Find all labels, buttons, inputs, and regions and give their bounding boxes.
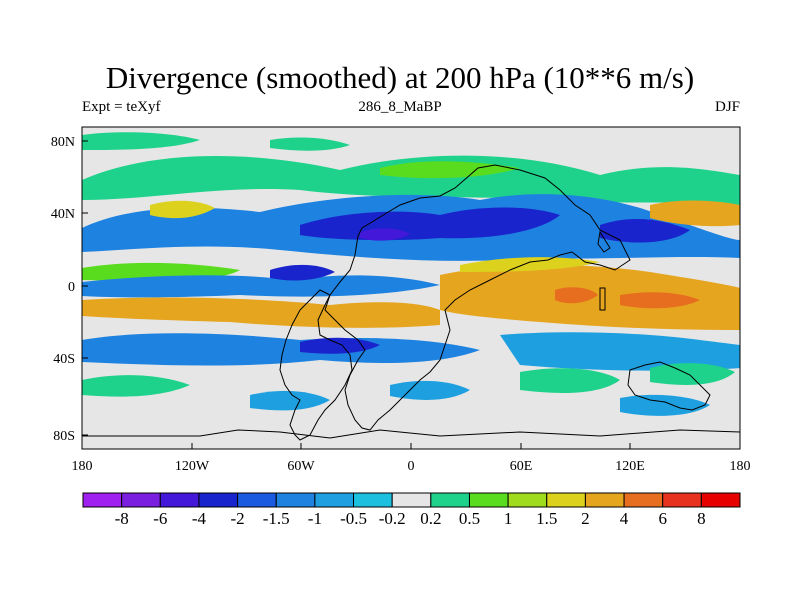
colorbar-swatch [468, 492, 509, 508]
negative-minimum-equator [270, 264, 335, 281]
x-tick-label: 120E [615, 459, 645, 474]
negative-band-south-pacific [500, 332, 740, 371]
colorbar-label: 0.5 [459, 509, 480, 528]
x-tick-label: 0 [408, 459, 415, 474]
negative-patch-south-pacific-2 [620, 394, 710, 416]
colorbar-label: 6 [658, 509, 667, 528]
x-tick-label: 180 [730, 459, 751, 474]
positive-patch-south-indian [520, 368, 620, 393]
positive-patch-south-pacific [650, 363, 735, 385]
colorbar-swatch [546, 492, 586, 508]
colorbar-label: -4 [192, 509, 207, 528]
period-label: 286_8_MaBP [358, 99, 442, 115]
colorbar-swatch [353, 492, 393, 508]
x-tick-label: 60W [287, 459, 315, 474]
season-label: DJF [714, 99, 740, 115]
colorbar-label: -1.5 [263, 509, 290, 528]
map-title: Divergence (smoothed) at 200 hPa (10**6 … [105, 60, 695, 95]
x-tick-label: 60E [510, 459, 533, 474]
negative-core-south [300, 337, 380, 354]
y-tick-label: 80S [53, 429, 75, 444]
x-tick-label: 180 [72, 459, 93, 474]
experiment-label: Expt = teXyf [82, 99, 161, 115]
map-plot-area [81, 126, 741, 450]
negative-band-south [82, 333, 480, 366]
positive-maximum-2 [620, 292, 700, 309]
positive-ring-indian [460, 257, 600, 272]
colorbar-label: 1 [504, 509, 513, 528]
colorbar-swatch [662, 492, 702, 508]
negative-patch-south-atlantic [390, 380, 470, 400]
negative-patch-southern-ocean-west [250, 390, 330, 411]
colorbar-swatch [275, 492, 316, 508]
colorbar-swatch [700, 492, 741, 508]
colorbar-swatch [159, 492, 200, 508]
colorbar-swatch [391, 492, 432, 508]
colorbar-label: -6 [153, 509, 167, 528]
colorbar-swatch [507, 492, 548, 508]
y-tick-label: 0 [68, 280, 75, 295]
contour-fields [82, 132, 740, 416]
colorbar-swatch [82, 492, 123, 508]
coastline-eurasia [324, 164, 631, 431]
colorbar-label: -0.2 [379, 509, 406, 528]
coastline-australia [627, 361, 711, 411]
coastline-japan [597, 230, 611, 253]
positive-band-south-tropics [82, 297, 440, 328]
positive-patch-npacific [82, 132, 200, 150]
colorbar-label: 4 [620, 509, 629, 528]
negative-minimum-asia [360, 228, 410, 241]
colorbar-swatch [121, 492, 161, 508]
colorbar-swatch [237, 492, 277, 508]
colorbar-swatch [430, 492, 470, 508]
positive-patch-npacific-40n [150, 200, 215, 219]
colorbar-swatch [314, 492, 355, 508]
colorbar-label: -2 [231, 509, 245, 528]
positive-band-north [82, 155, 740, 205]
negative-band-wpacific [600, 218, 690, 243]
colorbar-label: -0.5 [340, 509, 367, 528]
positive-maximum-1 [555, 287, 598, 304]
colorbar-label: 8 [697, 509, 706, 528]
coastline-antarctica [82, 429, 740, 439]
colorbar-label: -8 [115, 509, 129, 528]
colorbar-label: 2 [581, 509, 590, 528]
positive-patch-southern-ocean [82, 375, 190, 397]
coastline-indonesia [599, 287, 606, 311]
y-tick-label: 80N [51, 135, 75, 150]
colorbar-swatch [584, 492, 625, 508]
colorbar-label: -1 [308, 509, 322, 528]
x-axis: 180 120W 60W 0 60E 120E 180 [72, 443, 751, 474]
positive-patch-natlantic [270, 137, 350, 151]
x-tick-label: 120W [175, 459, 210, 474]
positive-band-north-2 [380, 161, 520, 179]
colorbar-swatch [623, 492, 664, 508]
colorbar: -8 -6 -4 -2 -1.5 -1 -0.5 -0.2 0.2 0.5 1 1.5 2 4 6 8 [82, 492, 741, 528]
positive-patch-westpacific-40n [650, 200, 740, 227]
y-tick-label: 40N [51, 207, 75, 222]
coastlines [82, 164, 740, 441]
colorbar-label: 1.5 [536, 509, 557, 528]
colorbar-label: 0.2 [420, 509, 441, 528]
y-axis: 80N 40N 0 40S 80S [51, 135, 88, 444]
coastline-americas [279, 289, 353, 441]
y-tick-label: 40S [53, 352, 75, 367]
negative-band-equator [82, 275, 440, 298]
colorbar-swatch [198, 492, 239, 508]
